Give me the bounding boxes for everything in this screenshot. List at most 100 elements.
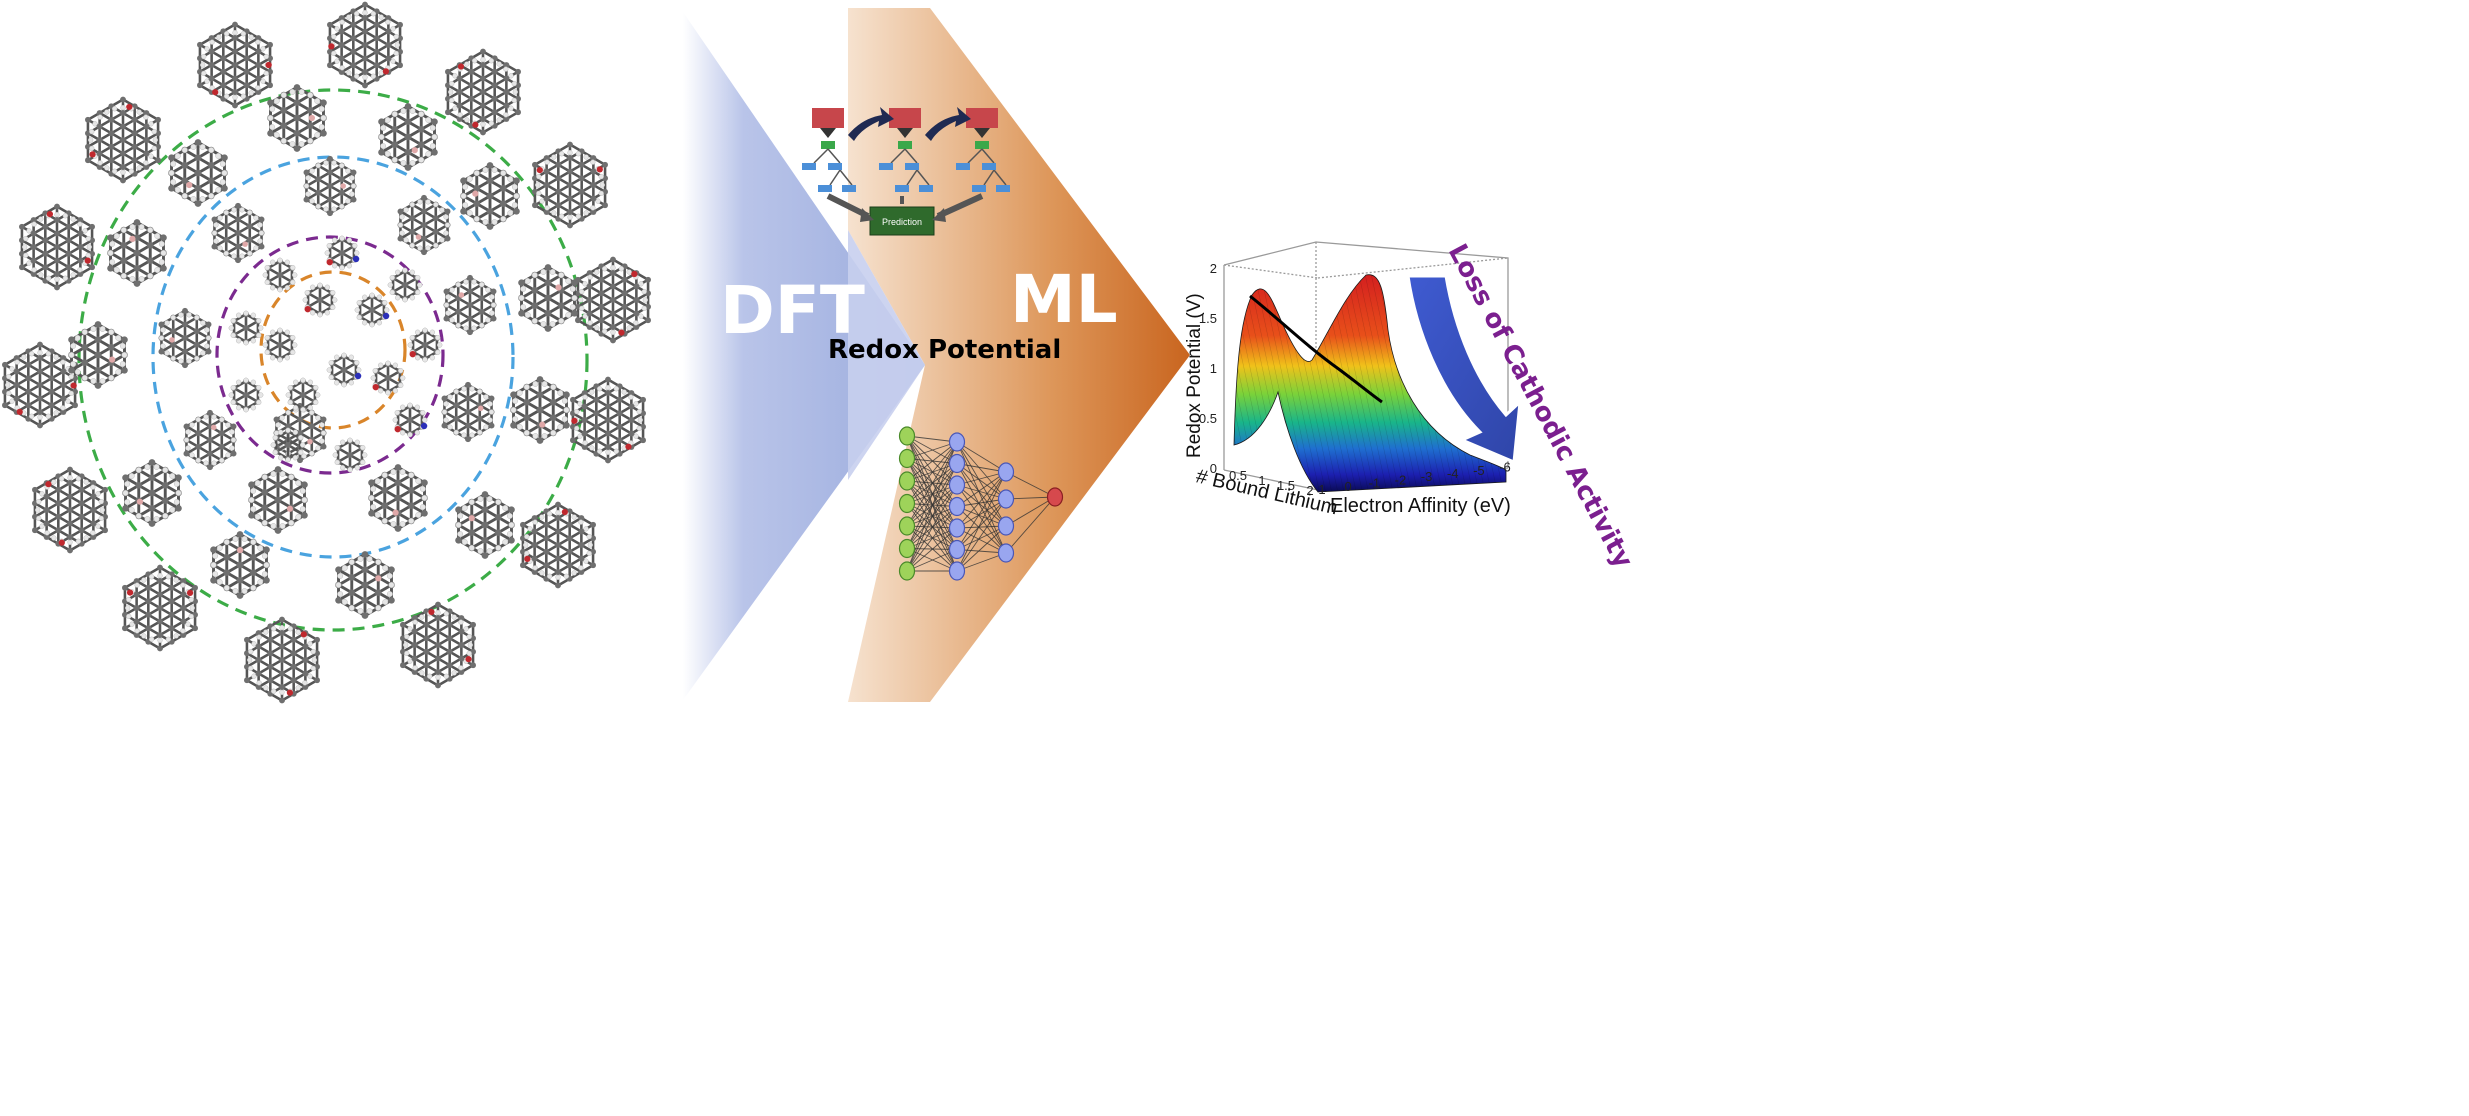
tree-root bbox=[889, 108, 921, 128]
nn-node bbox=[948, 539, 966, 560]
z-tick-label: 1.5 bbox=[1199, 311, 1217, 326]
tree-root bbox=[812, 108, 844, 128]
y-tick-label: 1.5 bbox=[1277, 478, 1295, 493]
molecule bbox=[122, 564, 198, 652]
molecule bbox=[211, 202, 265, 264]
dft-chevron-overlap bbox=[848, 230, 925, 480]
nn-node bbox=[997, 462, 1015, 482]
x-tick-label: -4 bbox=[1447, 466, 1459, 481]
tree-leaf bbox=[895, 185, 909, 192]
ridge-line bbox=[1249, 294, 1383, 404]
nn-node bbox=[997, 516, 1015, 536]
molecule bbox=[368, 464, 428, 532]
molecule bbox=[510, 376, 570, 444]
molecule bbox=[445, 48, 521, 136]
nn-node bbox=[948, 475, 966, 495]
molecule bbox=[335, 551, 395, 619]
molecule bbox=[262, 257, 298, 293]
molecule bbox=[532, 141, 608, 229]
ring-third bbox=[151, 155, 515, 559]
nn-node bbox=[1046, 487, 1064, 507]
tree-leaf bbox=[982, 163, 996, 170]
nn-node bbox=[898, 493, 916, 514]
dft-chevron bbox=[683, 12, 925, 700]
nn-node bbox=[948, 432, 966, 452]
molecule bbox=[68, 321, 128, 389]
redox-surface-plot: 0 0.5 1 1.5 2 1 0 -1 -2 -3 -4 -5 -6 0.5 1 1.5 2 Redox … bbox=[1184, 239, 1638, 573]
neural-network-diagram bbox=[898, 426, 1064, 581]
nn-node bbox=[948, 496, 966, 517]
tree-leaf bbox=[956, 163, 970, 170]
redox-potential-label: Redox Potential bbox=[828, 335, 1061, 365]
tree-leaf bbox=[879, 163, 893, 170]
forest-arrow bbox=[925, 107, 971, 141]
molecule bbox=[248, 466, 308, 534]
x-axis-title: Electron Affinity (eV) bbox=[1330, 495, 1511, 517]
molecule bbox=[32, 466, 108, 554]
molecule bbox=[400, 601, 476, 689]
molecule bbox=[244, 616, 320, 704]
nn-node bbox=[997, 489, 1015, 509]
molecule-library bbox=[2, 1, 651, 704]
molecule bbox=[460, 162, 520, 230]
molecule bbox=[441, 381, 495, 443]
z-tick-label: 0.5 bbox=[1199, 411, 1217, 426]
molecule bbox=[228, 377, 264, 413]
molecule bbox=[267, 84, 327, 152]
molecule bbox=[210, 531, 270, 599]
x-tick-label: -6 bbox=[1499, 460, 1511, 475]
ring-innermost bbox=[259, 270, 407, 430]
nn-node bbox=[948, 453, 966, 474]
molecule bbox=[168, 139, 228, 207]
molecule bbox=[575, 256, 651, 344]
prediction-label: Prediction bbox=[882, 217, 922, 227]
tree-leaf bbox=[842, 185, 856, 192]
x-tick-label: 0 bbox=[1345, 479, 1352, 494]
nn-node bbox=[898, 448, 916, 469]
molecule bbox=[570, 376, 646, 464]
molecule bbox=[324, 235, 360, 271]
tree-node bbox=[975, 141, 989, 149]
nn-node bbox=[898, 471, 916, 491]
nn-node bbox=[898, 538, 916, 559]
molecule bbox=[158, 307, 212, 369]
y-tick-label: 1 bbox=[1258, 473, 1265, 488]
molecule bbox=[302, 282, 338, 318]
molecule bbox=[228, 310, 264, 346]
x-tick-label: -2 bbox=[1395, 472, 1407, 487]
molecule bbox=[378, 103, 438, 171]
surface-mesh-lines bbox=[1234, 274, 1506, 492]
dft-ml-workflow: DFT ML Redox Potential Prediction bbox=[683, 8, 1190, 702]
molecule bbox=[520, 501, 596, 589]
tree-leaf bbox=[818, 185, 832, 192]
nn-node bbox=[948, 561, 966, 581]
z-axis-title: Redox Potential (V) bbox=[1184, 293, 1205, 458]
tree-node bbox=[898, 141, 912, 149]
molecule bbox=[19, 203, 95, 291]
random-forest-diagram: Prediction bbox=[802, 107, 1010, 236]
tree-node bbox=[821, 141, 835, 149]
dft-label: DFT bbox=[720, 272, 865, 349]
cathodic-loss-arrow bbox=[1406, 274, 1522, 465]
x-tick-label: -5 bbox=[1473, 463, 1485, 478]
x-tick-label: -3 bbox=[1421, 469, 1433, 484]
forest-arrow bbox=[848, 107, 894, 141]
molecule bbox=[85, 96, 161, 184]
nn-node bbox=[948, 518, 966, 538]
molecule bbox=[332, 437, 368, 473]
molecule bbox=[183, 409, 237, 471]
molecule bbox=[392, 402, 428, 438]
z-tick-label: 2 bbox=[1210, 261, 1217, 276]
z-tick-label: 0 bbox=[1210, 461, 1217, 476]
molecule bbox=[326, 352, 362, 388]
molecule bbox=[443, 274, 497, 336]
molecule bbox=[303, 155, 357, 217]
molecule bbox=[285, 377, 321, 413]
molecule bbox=[270, 427, 306, 463]
tree-root bbox=[966, 108, 998, 128]
molecule bbox=[107, 219, 167, 287]
x-tick-label: -1 bbox=[1369, 476, 1381, 491]
molecule bbox=[370, 360, 406, 396]
molecule bbox=[122, 459, 182, 527]
